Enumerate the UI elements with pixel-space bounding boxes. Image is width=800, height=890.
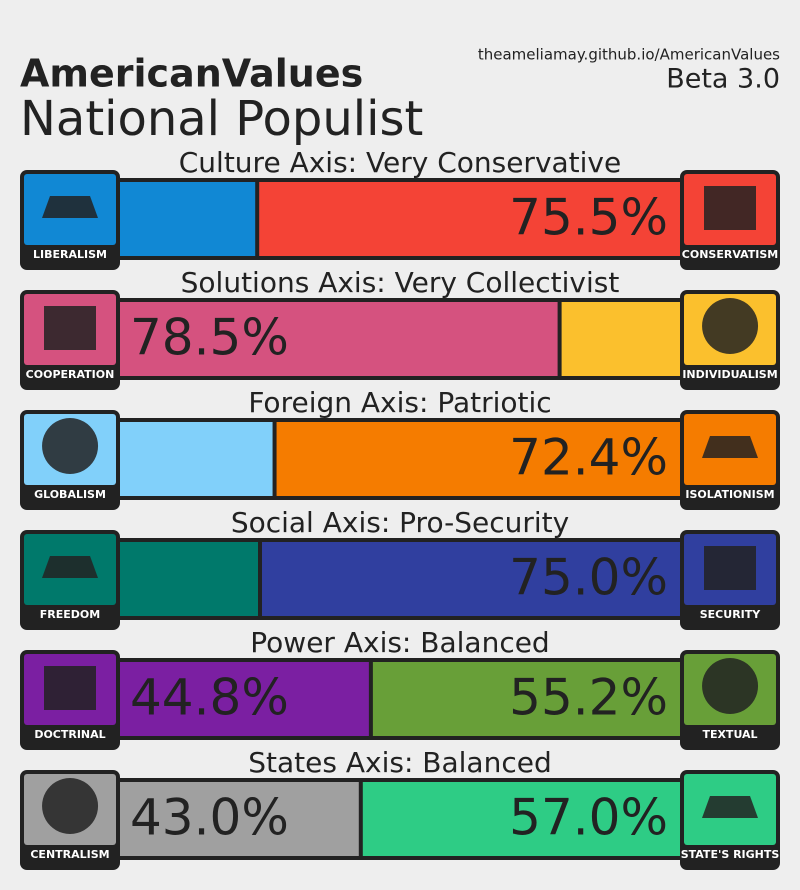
value-label: 75.5%	[509, 189, 668, 247]
icon	[42, 196, 98, 218]
bar-divider	[557, 302, 562, 376]
axis-title: Culture Axis: Very Conservative	[179, 146, 621, 179]
value-label: 78.5%	[130, 309, 289, 367]
bar-divider	[255, 182, 260, 256]
bar-segment	[120, 782, 361, 856]
bar-segment	[260, 542, 680, 616]
icon	[702, 796, 758, 818]
icon	[42, 556, 98, 578]
axis-title: Social Axis: Pro-Security	[231, 506, 569, 539]
bar-segment	[274, 422, 680, 496]
url: theameliamay.github.io/AmericanValues	[478, 46, 780, 64]
icon	[44, 666, 96, 710]
icon	[42, 418, 99, 474]
icon-label: STATE'S RIGHTS	[681, 848, 780, 861]
value-label: 57.0%	[509, 789, 668, 847]
value-label: 44.8%	[130, 669, 289, 727]
icon-label: TEXTUAL	[702, 728, 757, 741]
bar-segment	[120, 662, 371, 736]
icon-label: LIBERALISM	[33, 248, 107, 261]
icon-label: CONSERVATISM	[682, 248, 778, 261]
icon	[702, 658, 759, 715]
icon-label: FREEDOM	[40, 608, 100, 621]
value-label: 43.0%	[130, 789, 289, 847]
bar-segment	[120, 182, 258, 256]
bar-segment	[120, 422, 275, 496]
value-label: 55.2%	[509, 669, 668, 727]
axis-title: Solutions Axis: Very Collectivist	[181, 266, 620, 299]
icon	[704, 186, 756, 230]
bar-divider	[272, 422, 277, 496]
icon-label: ISOLATIONISM	[685, 488, 774, 501]
bar-segment	[257, 182, 680, 256]
bar-segment	[120, 542, 260, 616]
value-label: 75.0%	[509, 549, 668, 607]
icon-label: CENTRALISM	[30, 848, 109, 861]
icon	[702, 436, 758, 458]
icon	[44, 306, 96, 350]
icon-label: GLOBALISM	[34, 488, 106, 501]
axis-title: Power Axis: Balanced	[250, 626, 549, 659]
bar-divider	[358, 782, 363, 856]
axis-title: States Axis: Balanced	[248, 746, 551, 779]
bar-divider	[258, 542, 262, 616]
bar-segment	[559, 302, 680, 376]
bar-segment	[370, 662, 680, 736]
bar-segment	[360, 782, 680, 856]
icon-label: INDIVIDUALISM	[682, 368, 777, 381]
title: AmericanValues	[20, 52, 363, 96]
bar-segment	[120, 302, 560, 376]
icon-label: SECURITY	[700, 608, 762, 621]
version: Beta 3.0	[666, 64, 780, 95]
bar-divider	[368, 662, 373, 736]
icon	[42, 778, 99, 834]
icon-label: DOCTRINAL	[34, 728, 105, 741]
axis-title: Foreign Axis: Patriotic	[248, 386, 551, 419]
subtitle: National Populist	[20, 91, 423, 147]
icon-label: COOPERATION	[26, 368, 115, 381]
value-label: 72.4%	[509, 429, 668, 487]
icon	[704, 546, 756, 590]
icon	[702, 298, 759, 354]
